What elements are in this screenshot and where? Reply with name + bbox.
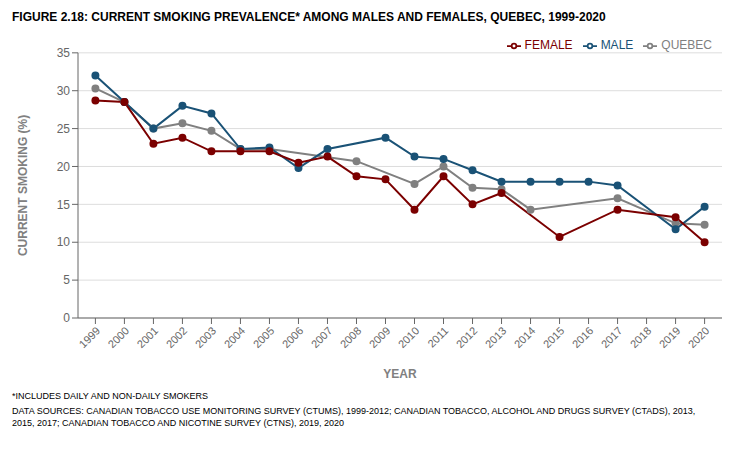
svg-text:2011: 2011 bbox=[425, 324, 450, 349]
svg-text:2008: 2008 bbox=[338, 324, 364, 350]
svg-text:2004: 2004 bbox=[222, 324, 248, 350]
svg-text:0: 0 bbox=[63, 311, 70, 325]
svg-text:2003: 2003 bbox=[193, 324, 219, 350]
svg-text:2000: 2000 bbox=[106, 324, 132, 350]
html-text:MALE: MALE bbox=[600, 38, 634, 52]
svg-text:2010: 2010 bbox=[396, 324, 422, 350]
svg-text:2016: 2016 bbox=[570, 324, 596, 350]
svg-text:2006: 2006 bbox=[280, 324, 306, 350]
svg-text:2013: 2013 bbox=[483, 324, 509, 350]
html-text:FIGURE 2.18: CURRENT SMOKING P: FIGURE 2.18: CURRENT SMOKING PREVALENCE*… bbox=[12, 10, 606, 24]
svg-text:1999: 1999 bbox=[77, 324, 103, 350]
svg-text:2009: 2009 bbox=[367, 324, 393, 350]
html-text:QUEBEC: QUEBEC bbox=[661, 38, 712, 52]
svg-text:10: 10 bbox=[57, 235, 71, 249]
html-text:FEMALE: FEMALE bbox=[524, 38, 573, 52]
svg-text:2012: 2012 bbox=[454, 324, 480, 350]
html-text:DATA SOURCES: CANADIAN TOBACCO: DATA SOURCES: CANADIAN TOBACCO USE MONIT… bbox=[12, 406, 696, 428]
svg-text:YEAR: YEAR bbox=[383, 367, 417, 381]
svg-text:2019: 2019 bbox=[657, 324, 683, 350]
svg-text:CURRENT SMOKING (%): CURRENT SMOKING (%) bbox=[16, 115, 30, 256]
svg-text:2018: 2018 bbox=[628, 324, 654, 350]
svg-text:2007: 2007 bbox=[309, 324, 335, 350]
svg-text:30: 30 bbox=[57, 84, 71, 98]
svg-text:2015: 2015 bbox=[541, 324, 567, 350]
svg-text:2017: 2017 bbox=[599, 324, 625, 350]
svg-text:5: 5 bbox=[63, 273, 70, 287]
svg-text:2005: 2005 bbox=[251, 324, 277, 350]
svg-text:25: 25 bbox=[57, 122, 71, 136]
html-text:*INCLUDES DAILY AND NON-DAILY: *INCLUDES DAILY AND NON-DAILY SMOKERS bbox=[12, 391, 208, 401]
svg-text:20: 20 bbox=[57, 160, 71, 174]
svg-text:2014: 2014 bbox=[512, 324, 538, 350]
svg-text:2020: 2020 bbox=[686, 324, 712, 350]
svg-text:2002: 2002 bbox=[164, 324, 190, 350]
svg-text:15: 15 bbox=[57, 198, 71, 212]
svg-text:2001: 2001 bbox=[135, 324, 161, 350]
svg-text:35: 35 bbox=[57, 46, 71, 60]
